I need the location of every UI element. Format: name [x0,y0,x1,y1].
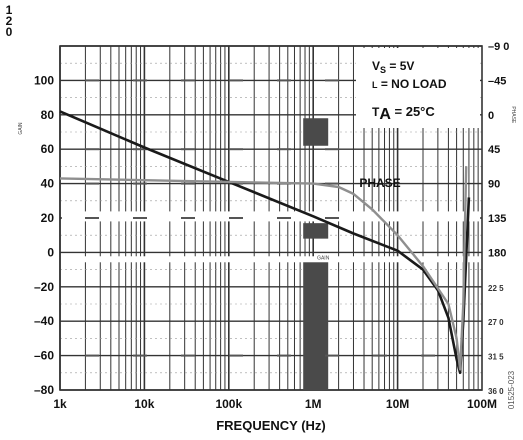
conditions-legend: VS = 5V L = NO LOAD TA = 25°C [356,48,480,128]
artifact-block [303,118,329,146]
load-condition: L = NO LOAD [372,77,447,91]
y-left-tick-label: 1 [6,3,13,17]
x-axis-title: FREQUENCY (Hz) [216,418,326,433]
y-left-tick-label: 2 [6,14,13,28]
y-right-tick-label: 22 5 [488,284,504,293]
y-left-tick-label: 40 [41,177,55,191]
y-left-tick-label: 0 [47,245,54,259]
y-left-tick-label: –40 [34,314,54,328]
figure-code: 01525-023 [507,370,516,409]
y-right-axis-title: PHASE [510,106,516,124]
phase-curve [59,166,468,371]
label-gap [62,256,480,263]
y-right-tick-label: 27 0 [488,318,504,327]
x-tick-label: 10k [134,397,154,411]
y-right-tick-label: 36 0 [488,387,504,396]
vs-condition: VS = 5V [372,59,414,75]
plot-frame [59,45,483,391]
artifact-block [303,223,329,239]
x-tick-label: 100M [467,397,497,411]
label-gap [62,211,480,222]
y-right-tick-label: –45 [488,75,506,87]
grid-artifacts [62,79,480,390]
y-left-tick-label: 0 [6,25,13,39]
y-right-tick-label: –9 0 [488,41,509,53]
y-left-tick-label: 60 [41,142,55,156]
y-right-tick-label: 135 [488,213,506,225]
gain-annotation: GAIN [317,256,330,262]
y-right-tick-label: 180 [488,247,506,259]
x-tick-label: 1M [305,397,322,411]
series [59,110,471,375]
phase-annotation: PHASE [359,176,400,190]
x-tick-label: 10M [386,397,409,411]
y-left-tick-label: 100 [34,73,54,87]
y-right-tick-label: 0 [488,110,494,122]
x-tick-label: 100k [215,397,242,411]
y-right-tick-label: 45 [488,144,500,156]
y-right-tick-label: 90 [488,179,500,191]
y-left-tick-label: –20 [34,280,54,294]
y-right-tick-label: 31 5 [488,353,504,362]
x-tick-label: 1k [53,397,67,411]
y-left-tick-label: –60 [34,349,54,363]
y-left-tick-label: 80 [41,108,55,122]
conditions-box [356,48,480,128]
y-left-tick-label: –80 [34,383,54,397]
ta-condition: TA = 25°C [372,104,435,123]
gain-curve [59,110,471,375]
artifact-block [303,257,329,390]
y-left-tick-label: 20 [41,211,55,225]
y-left-axis-title: GAIN [18,122,24,135]
